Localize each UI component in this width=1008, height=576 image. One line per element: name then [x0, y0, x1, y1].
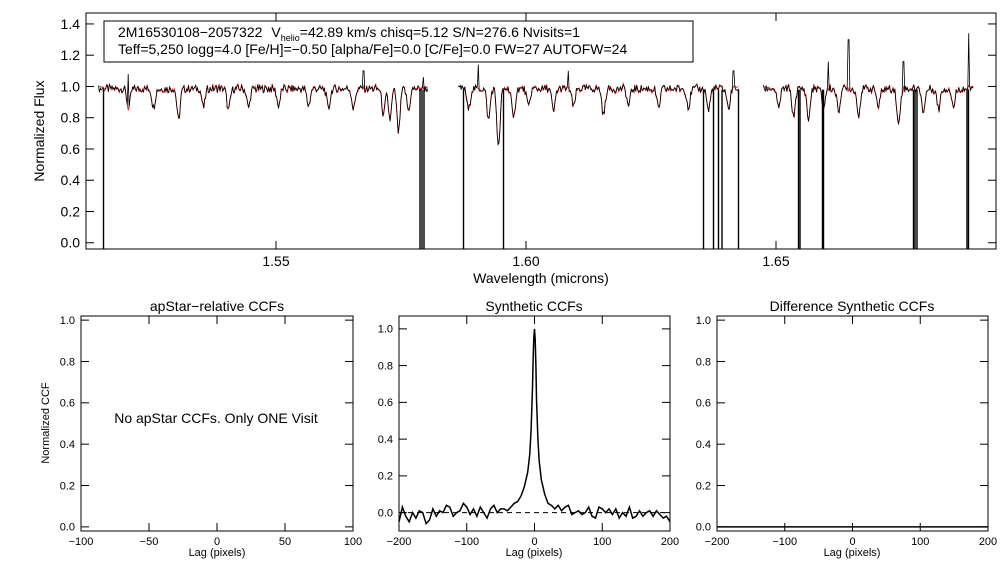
difference-ccf-y-tick-label: 0.4	[696, 439, 711, 451]
spectrum-y-tick-label: 1.4	[61, 16, 81, 32]
apstar-ccf-title: apStar−relative CCFs	[150, 298, 284, 314]
spectrum-y-tick-label: 0.0	[61, 235, 81, 251]
spectrum-annotation-box	[103, 20, 694, 63]
synthetic-ccf-y-tick-label: 0.4	[378, 434, 393, 446]
synthetic-ccf-line	[398, 328, 671, 526]
spectrum-y-tick-label: 0.8	[61, 110, 81, 126]
spectrum-y-tick-label: 1.0	[61, 78, 81, 94]
synthetic-ccf-series	[398, 328, 671, 526]
difference-ccf-x-tick-label: −100	[772, 536, 797, 548]
apstar-ccf-x-tick-label: 100	[344, 536, 362, 548]
difference-ccf-ticks: −200 −100 0 100 200 0.0 0.2 0.4 0.6 0.8 1.0	[696, 315, 997, 548]
synthetic-ccf-x-tick-label: 200	[661, 536, 679, 548]
spectrum-ticks: 1.55 1.60 1.65 0.0 0.2 0.4 0.6 0.8 1.0 1.2 1.4	[61, 13, 996, 269]
spectrum-observed-line	[458, 64, 739, 146]
spectrum-panel: 1.55 1.60 1.65 0.0 0.2 0.4 0.6 0.8 1.0 1.2 1.4 2M1…	[31, 12, 997, 286]
difference-ccf-y-tick-label: 0.8	[696, 356, 711, 368]
synthetic-ccf-y-tick-label: 0.6	[378, 397, 393, 409]
apstar-ccf-x-tick-label: 0	[214, 536, 220, 548]
annotation-line-1: 2M16530108−2057322 Vhelio=42.89 km/s chis…	[118, 24, 580, 43]
annotation-line-2: Teff=5,250 logg=4.0 [Fe/H]=−0.50 [alpha/…	[118, 41, 627, 57]
spectrum-plot-area	[85, 12, 997, 250]
spectrum-x-tick-label: 1.65	[762, 253, 789, 269]
synthetic-ccf-plot-area	[398, 315, 671, 532]
spectrum-x-label: Wavelength (microns)	[473, 270, 609, 286]
spectrum-y-tick-label: 1.2	[61, 47, 81, 63]
spectrum-y-label: Normalized Flux	[31, 80, 47, 181]
synthetic-ccf-x-label: Lag (pixels)	[506, 547, 563, 559]
synthetic-ccf-y-tick-label: 1.0	[378, 324, 393, 336]
difference-ccf-title: Difference Synthetic CCFs	[770, 298, 935, 314]
difference-ccf-y-tick-label: 0.6	[696, 398, 711, 410]
synthetic-ccf-x-tick-label: 0	[531, 536, 537, 548]
apstar-ccf-y-tick-label: 0.4	[60, 439, 75, 451]
apstar-ccf-x-label: Lag (pixels)	[189, 547, 246, 559]
spectrum-y-tick-label: 0.6	[61, 141, 81, 157]
difference-ccf-x-tick-label: 200	[979, 536, 997, 548]
difference-ccf-plot-area	[716, 315, 989, 532]
difference-ccf-x-tick-label: 100	[911, 536, 929, 548]
annotation-vhelio-label: V	[271, 24, 281, 40]
synthetic-ccf-panel: Synthetic CCFs −200 −100 0 100 200 0.0 0.2 0.4 0…	[378, 298, 679, 559]
apstar-ccf-y-tick-label: 0.6	[60, 398, 75, 410]
annotation-vhelio-subscript: helio	[281, 33, 300, 43]
synthetic-ccf-y-tick-label: 0.0	[378, 507, 393, 519]
synthetic-ccf-y-tick-label: 0.8	[378, 360, 393, 372]
apstar-ccf-y-tick-label: 0.8	[60, 356, 75, 368]
apstar-ccf-y-tick-label: 0.2	[60, 480, 75, 492]
difference-ccf-x-tick-label: 0	[849, 536, 855, 548]
difference-ccf-x-label: Lag (pixels)	[824, 547, 881, 559]
apstar-ccf-ticks: −100 −50 0 50 100 0.0 0.2 0.4 0.6 0.8 1.0	[60, 315, 362, 548]
apstar-ccf-y-label: Normalized CCF	[40, 382, 52, 464]
difference-ccf-panel: Difference Synthetic CCFs −200 −100 0 100 20…	[696, 298, 997, 559]
apstar-ccf-panel: apStar−relative CCFs −100 −50 0 50 100 0.0 0.2…	[40, 298, 362, 559]
annotation-vhelio-values: =42.89 km/s chisq=5.12 S/N=276.6 Nvisits…	[300, 24, 580, 40]
spectrum-x-tick-label: 1.55	[262, 253, 289, 269]
apstar-ccf-y-tick-label: 1.0	[60, 315, 75, 327]
spectrum-observed-series	[98, 33, 974, 249]
spectrum-observed-line	[98, 70, 429, 134]
synthetic-ccf-ticks: −200 −100 0 100 200 0.0 0.2 0.4 0.6 0.8 1.0	[378, 316, 679, 548]
synthetic-ccf-y-tick-label: 0.2	[378, 471, 393, 483]
spectrum-y-tick-label: 0.4	[61, 172, 81, 188]
difference-ccf-x-tick-label: −200	[705, 536, 730, 548]
synthetic-ccf-x-tick-label: 100	[593, 536, 611, 548]
apstar-ccf-message: No apStar CCFs. Only ONE Visit	[114, 410, 318, 426]
synthetic-ccf-title: Synthetic CCFs	[485, 298, 582, 314]
spectrum-y-tick-label: 0.2	[61, 203, 81, 219]
apstar-ccf-y-tick-label: 0.0	[60, 522, 75, 534]
spectrum-x-tick-label: 1.60	[512, 253, 539, 269]
apstar-ccf-x-tick-label: −100	[69, 536, 94, 548]
apstar-ccf-x-tick-label: −50	[140, 536, 159, 548]
difference-ccf-y-tick-label: 0.0	[696, 522, 711, 534]
synthetic-ccf-x-tick-label: −100	[454, 536, 479, 548]
apstar-ccf-x-tick-label: 50	[279, 536, 291, 548]
spectrum-observed-line	[763, 33, 974, 125]
annotation-star-id: 2M16530108−2057322	[118, 24, 263, 40]
synthetic-ccf-x-tick-label: −200	[387, 536, 412, 548]
difference-ccf-y-tick-label: 1.0	[696, 315, 711, 327]
difference-ccf-y-tick-label: 0.2	[696, 480, 711, 492]
